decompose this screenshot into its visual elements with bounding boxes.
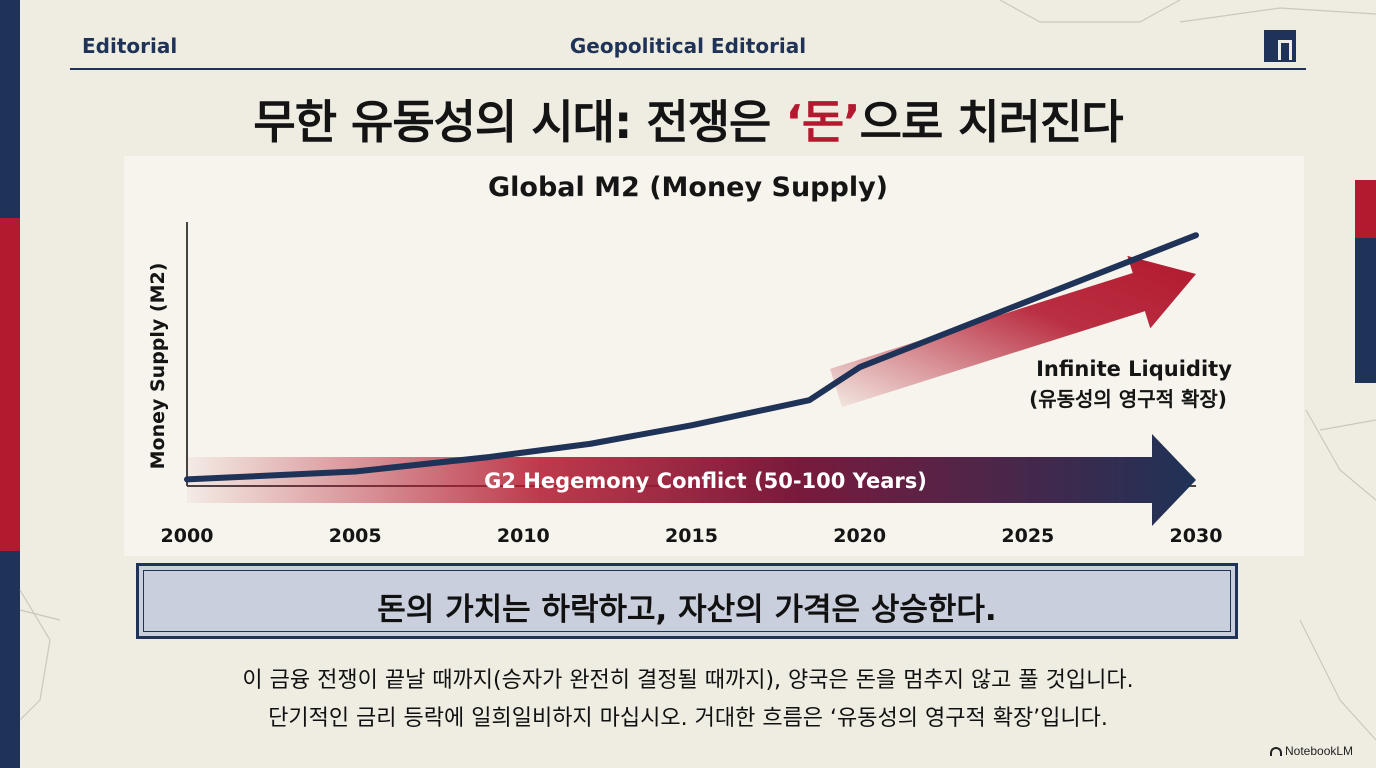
left-accent-bar [0, 0, 20, 218]
m2-data-point [352, 468, 358, 474]
notebooklm-watermark: NotebookLM [1270, 744, 1353, 758]
page-title-part1: 무한 유동성의 시대: 전쟁은 [253, 95, 786, 149]
liquidity-arrow [829, 255, 1196, 408]
header-title: Geopolitical Editorial [569, 34, 807, 58]
x-tick-label: 2020 [833, 525, 886, 547]
page-title: 무한 유동성의 시대: 전쟁은 ‘돈’으로 치러진다 [0, 86, 1376, 152]
x-tick-label: 2015 [665, 525, 718, 547]
right-accent-bar-red [1355, 180, 1376, 238]
header-section-label: Editorial [82, 34, 178, 58]
m2-line-chart: Global M2 (Money Supply) Money Supply (M… [147, 172, 1232, 547]
g2-conflict-label: G2 Hegemony Conflict (50-100 Years) [484, 469, 927, 493]
key-message-box: 돈의 가치는 하락하고, 자산의 가격은 상승한다. [136, 563, 1238, 639]
m2-series-line [184, 232, 1199, 483]
page-title-part2: 으로 치러진다 [859, 95, 1124, 149]
watermark-text: NotebookLM [1285, 744, 1354, 758]
m2-data-point [184, 476, 190, 482]
body-text-line2: 단기적인 금리 등락에 일희일비하지 마십시오. 거대한 흐름은 ‘유동성의 영… [268, 706, 1108, 731]
chart-panel: Global M2 (Money Supply) Money Supply (M… [124, 156, 1304, 556]
body-text-line1: 이 금융 전쟁이 끝날 때까지(승자가 완전히 결정될 때까지), 양국은 돈을… [242, 668, 1134, 693]
x-tick-label: 2005 [329, 525, 382, 547]
key-message-inner-border [143, 570, 1231, 632]
right-accent-bar-navy [1355, 238, 1376, 383]
y-axis-label: Money Supply (M2) [147, 263, 169, 470]
m2-data-point [806, 397, 812, 403]
liquidity-sublabel: (유동성의 영구적 확장) [1029, 387, 1227, 411]
m2-data-point [857, 364, 863, 370]
g2-conflict-arrow [187, 434, 1196, 526]
header-divider [70, 68, 1306, 70]
page-title-accent: ‘돈’ [785, 95, 860, 149]
x-tick-label: 2030 [1170, 525, 1223, 547]
chart-title: Global M2 (Money Supply) [488, 172, 888, 203]
notebooklm-icon [1270, 747, 1282, 756]
m2-data-point [689, 422, 694, 428]
m2-data-point [487, 454, 493, 460]
left-accent-bar-bottom [0, 551, 20, 768]
key-message-text: 돈의 가치는 하락하고, 자산의 가격은 상승한다. [377, 592, 997, 628]
liquidity-label: Infinite Liquidity [1036, 357, 1232, 381]
logo-icon [1264, 30, 1296, 62]
x-tick-label: 2010 [497, 525, 550, 547]
m2-data-point [1193, 232, 1199, 238]
left-accent-bar-red [0, 218, 20, 551]
x-tick-label: 2000 [161, 525, 214, 547]
m2-data-point [588, 441, 594, 447]
x-tick-label: 2025 [1001, 525, 1054, 547]
